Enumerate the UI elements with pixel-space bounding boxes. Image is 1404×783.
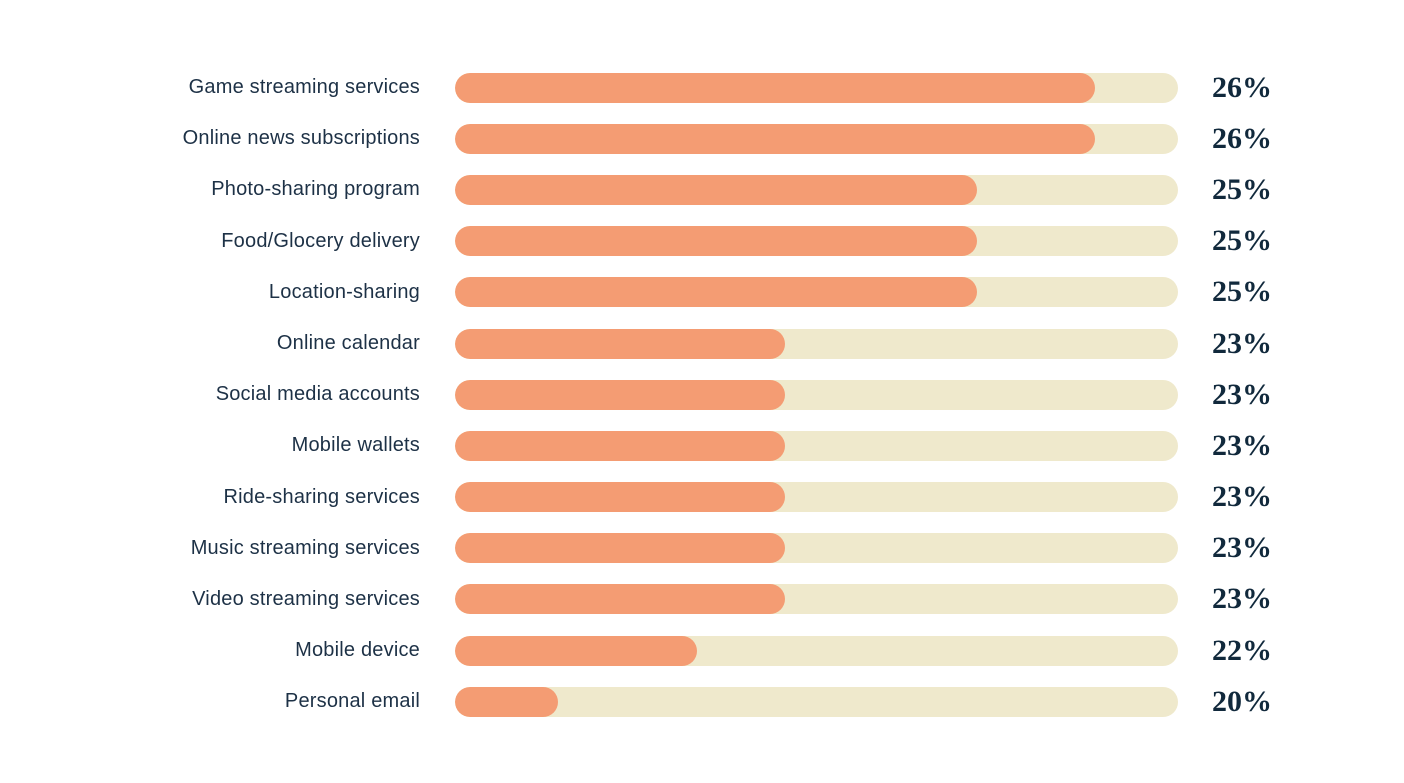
row-value: 23% (1212, 326, 1272, 360)
row-value: 22% (1212, 633, 1272, 667)
chart-row: Online news subscriptions 26% (0, 113, 1404, 164)
bar-track (455, 430, 1178, 461)
row-label: Online news subscriptions (182, 127, 420, 150)
row-value: 23% (1212, 480, 1272, 514)
row-value: 23% (1212, 377, 1272, 411)
chart-row: Location-sharing 25% (0, 267, 1404, 318)
bar-fill (455, 533, 785, 564)
row-value: 25% (1212, 224, 1272, 258)
row-value: 20% (1212, 684, 1272, 718)
bar-track (455, 277, 1178, 308)
row-value: 23% (1212, 582, 1272, 616)
chart-row: Online calendar 23% (0, 318, 1404, 369)
row-value: 25% (1212, 172, 1272, 206)
row-value: 25% (1212, 275, 1272, 309)
row-label: Location-sharing (268, 280, 420, 303)
bar-fill (455, 430, 785, 461)
row-label: Food/Glocery delivery (221, 229, 420, 252)
bar-track (455, 482, 1178, 513)
bar-fill (455, 328, 785, 359)
row-label: Social media accounts (215, 383, 420, 406)
bar-fill (455, 72, 1095, 103)
row-label: Ride-sharing services (223, 485, 420, 508)
bar-fill (455, 584, 785, 615)
chart-row: Photo-sharing program 25% (0, 164, 1404, 215)
bar-track (455, 533, 1178, 564)
bar-fill (455, 482, 785, 513)
bar-fill (455, 277, 977, 308)
bar-fill (455, 123, 1095, 154)
bar-track (455, 226, 1178, 257)
bar-fill (455, 174, 977, 205)
horizontal-bar-chart: Game streaming services 26% Online news … (0, 62, 1404, 727)
chart-row: Mobile wallets 23% (0, 420, 1404, 471)
chart-row: Food/Glocery delivery 25% (0, 216, 1404, 267)
bar-track (455, 123, 1178, 154)
row-label: Video streaming services (192, 587, 420, 610)
chart-row: Game streaming services 26% (0, 62, 1404, 113)
chart-row: Mobile device 22% (0, 625, 1404, 676)
chart-row: Video streaming services 23% (0, 574, 1404, 625)
bar-track (455, 635, 1178, 666)
row-value: 26% (1212, 121, 1272, 155)
row-label: Game streaming services (188, 76, 420, 99)
chart-row: Music streaming services 23% (0, 523, 1404, 574)
row-label: Online calendar (276, 332, 420, 355)
bar-fill (455, 226, 977, 257)
bar-track (455, 72, 1178, 103)
chart-row: Personal email 20% (0, 676, 1404, 727)
chart-rows: Game streaming services 26% Online news … (0, 62, 1404, 727)
row-label: Mobile wallets (291, 434, 420, 457)
bar-track (455, 174, 1178, 205)
row-label: Personal email (284, 690, 420, 713)
bar-track (455, 584, 1178, 615)
bar-track (455, 328, 1178, 359)
bar-track (455, 379, 1178, 410)
chart-row: Social media accounts 23% (0, 369, 1404, 420)
row-label: Mobile device (295, 639, 420, 662)
bar-fill (455, 686, 558, 717)
row-value: 23% (1212, 428, 1272, 462)
row-label: Music streaming services (190, 536, 420, 559)
bar-track (455, 686, 1178, 717)
row-label: Photo-sharing program (211, 178, 420, 201)
bar-fill (455, 635, 698, 666)
row-value: 26% (1212, 70, 1272, 104)
row-value: 23% (1212, 531, 1272, 565)
bar-fill (455, 379, 785, 410)
chart-row: Ride-sharing services 23% (0, 472, 1404, 523)
